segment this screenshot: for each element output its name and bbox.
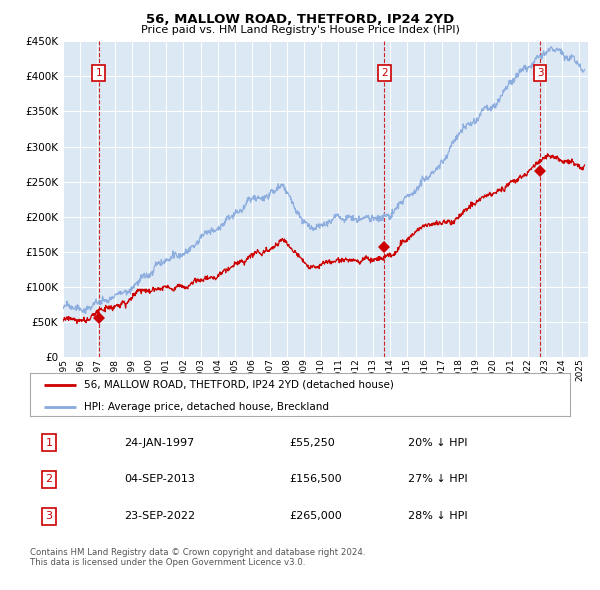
Text: 56, MALLOW ROAD, THETFORD, IP24 2YD (detached house): 56, MALLOW ROAD, THETFORD, IP24 2YD (det… xyxy=(84,380,394,390)
Text: 56, MALLOW ROAD, THETFORD, IP24 2YD: 56, MALLOW ROAD, THETFORD, IP24 2YD xyxy=(146,13,454,26)
Text: 28% ↓ HPI: 28% ↓ HPI xyxy=(408,511,467,521)
Text: £156,500: £156,500 xyxy=(289,474,342,484)
Text: 20% ↓ HPI: 20% ↓ HPI xyxy=(408,438,467,448)
Text: £55,250: £55,250 xyxy=(289,438,335,448)
Text: HPI: Average price, detached house, Breckland: HPI: Average price, detached house, Brec… xyxy=(84,402,329,412)
Text: £265,000: £265,000 xyxy=(289,511,342,521)
Text: 23-SEP-2022: 23-SEP-2022 xyxy=(125,511,196,521)
Text: Contains HM Land Registry data © Crown copyright and database right 2024.
This d: Contains HM Land Registry data © Crown c… xyxy=(30,548,365,567)
Text: 1: 1 xyxy=(95,68,102,78)
Text: 04-SEP-2013: 04-SEP-2013 xyxy=(125,474,196,484)
Text: 2: 2 xyxy=(46,474,52,484)
Text: 1: 1 xyxy=(46,438,52,448)
Text: 2: 2 xyxy=(381,68,388,78)
Text: 3: 3 xyxy=(537,68,544,78)
Text: 27% ↓ HPI: 27% ↓ HPI xyxy=(408,474,467,484)
Text: Price paid vs. HM Land Registry's House Price Index (HPI): Price paid vs. HM Land Registry's House … xyxy=(140,25,460,35)
Text: 24-JAN-1997: 24-JAN-1997 xyxy=(125,438,195,448)
Text: 3: 3 xyxy=(46,511,52,521)
